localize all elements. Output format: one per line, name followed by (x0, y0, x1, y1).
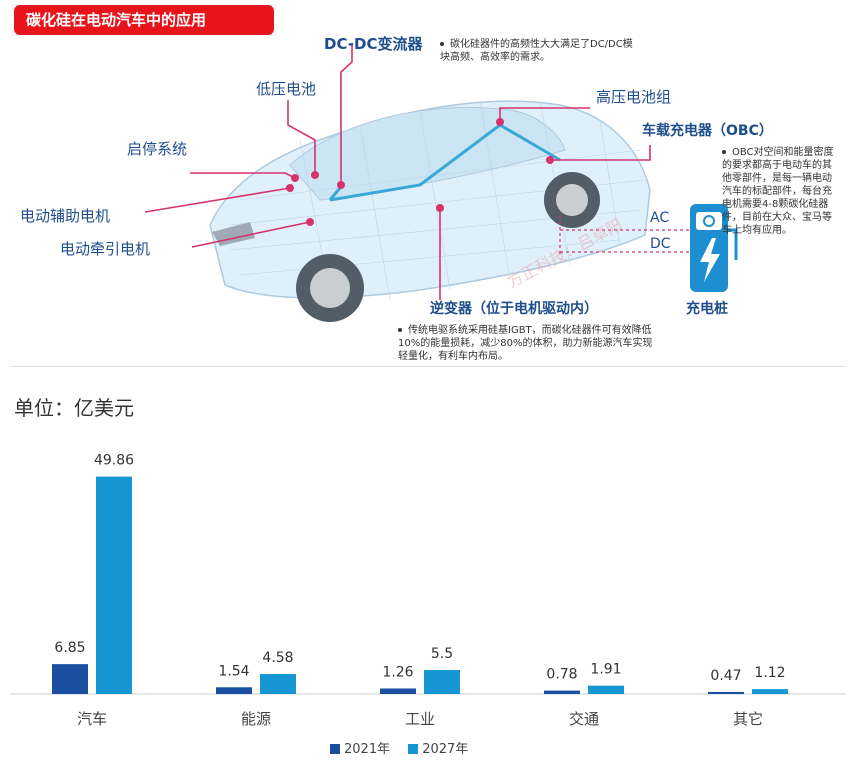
bar-2021-1 (216, 687, 252, 694)
legend-item-2021: 2021年 (330, 738, 390, 757)
ev-diagram: DC-DC变流器 低压电池 高压电池组 启停系统 电动辅助电机 电动牵引电机 车… (0, 0, 856, 370)
bar-2027-0 (96, 476, 132, 694)
data-label-2027-3: 1.91 (590, 662, 621, 678)
aux-motor-label: 电动辅助电机 (20, 207, 111, 225)
category-label-1: 能源 (241, 710, 271, 728)
data-label-2021-4: 0.47 (710, 668, 741, 684)
car-body (209, 99, 651, 322)
bar-2027-4 (752, 689, 788, 694)
ac-label: AC (650, 210, 670, 226)
page-title: 碳化硅在电动汽车中的应用 (14, 5, 274, 35)
bar-2021-0 (52, 664, 88, 694)
inverter-label: 逆变器（位于电机驱动内） (430, 301, 598, 317)
unit-label: 单位：亿美元 (14, 396, 134, 420)
inverter-note: 传统电驱系统采用硅基IGBT，而碳化硅器件可有效降低10%的能量损耗，减少80%… (398, 325, 653, 362)
bar-2027-2 (424, 670, 460, 694)
data-label-2021-1: 1.54 (218, 663, 249, 679)
obc-note: OBC对空间和能量密度的要求都高于电动车的其他零部件，是每一辆电动汽车的标配部件… (722, 147, 834, 236)
data-label-2027-4: 1.12 (754, 665, 785, 681)
section-divider (10, 366, 846, 367)
low-voltage-battery-label: 低压电池 (256, 80, 317, 98)
dcdc-note: 碳化硅器件的高频性大大满足了DC/DC模块高频、高效率的需求。 (440, 39, 633, 63)
dc-label: DC (650, 236, 671, 252)
charging-pile-label: 充电桩 (686, 301, 728, 317)
car-illustration (144, 43, 738, 322)
category-label-2: 工业 (405, 710, 435, 728)
bar-2027-1 (260, 674, 296, 694)
bar-2021-4 (708, 691, 744, 694)
bar-chart: 6.85 49.86 汽车 1.54 4.58 能源 1.26 5.5 工业 0.78 1.91 交通… (10, 453, 846, 728)
data-label-2021-0: 6.85 (54, 640, 85, 656)
chart-legend: 2021年 2027年 (330, 738, 482, 757)
traction-motor-label: 电动牵引电机 (60, 240, 151, 258)
charging-pile-icon (690, 204, 738, 292)
legend-swatch-2027 (408, 744, 419, 754)
obc-label: 车载充电器（OBC） (642, 123, 773, 139)
data-label-2027-1: 4.58 (262, 650, 293, 666)
bar-2027-3 (588, 685, 624, 694)
legend-swatch-2021 (330, 744, 340, 754)
data-label-2027-2: 5.5 (431, 646, 453, 662)
hv-battery-label: 高压电池组 (596, 88, 672, 106)
data-label-2027-0: 49.86 (94, 453, 134, 469)
start-stop-label: 启停系统 (127, 140, 188, 158)
bar-2021-3 (544, 690, 580, 694)
data-label-2021-2: 1.26 (382, 665, 413, 681)
category-label-4: 其它 (733, 710, 763, 728)
category-label-3: 交通 (569, 710, 599, 728)
dcdc-label: DC-DC变流器 (324, 35, 423, 53)
bar-2021-2 (380, 688, 416, 694)
data-label-2021-3: 0.78 (546, 667, 577, 683)
legend-item-2027: 2027年 (408, 738, 468, 757)
category-label-0: 汽车 (77, 710, 107, 728)
